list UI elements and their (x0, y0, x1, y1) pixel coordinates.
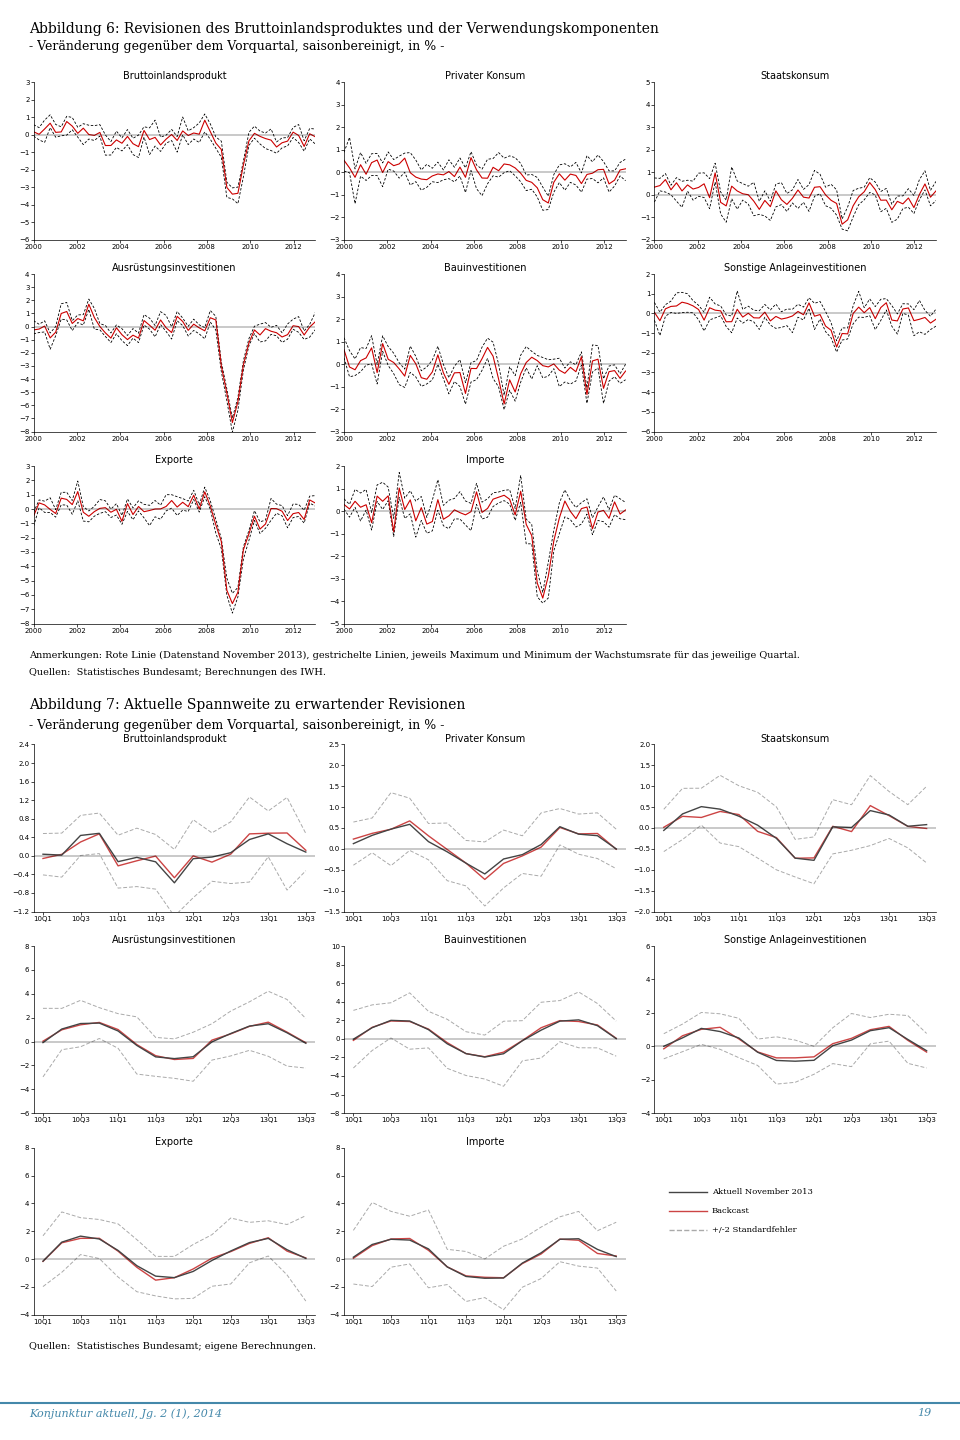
Title: Sonstige Anlageinvestitionen: Sonstige Anlageinvestitionen (724, 936, 867, 945)
Text: Abbildung 7: Aktuelle Spannweite zu erwartender Revisionen: Abbildung 7: Aktuelle Spannweite zu erwa… (29, 698, 466, 713)
Text: Konjunktur aktuell, Jg. 2 (1), 2014: Konjunktur aktuell, Jg. 2 (1), 2014 (29, 1408, 222, 1418)
Title: Staatskonsum: Staatskonsum (760, 734, 829, 743)
Text: - Veränderung gegenüber dem Vorquartal, saisonbereinigt, in % -: - Veränderung gegenüber dem Vorquartal, … (29, 719, 444, 732)
Title: Importe: Importe (466, 455, 504, 465)
Title: Bauinvestitionen: Bauinvestitionen (444, 264, 526, 274)
Text: +/-2 Standardfehler: +/-2 Standardfehler (712, 1225, 797, 1234)
Title: Privater Konsum: Privater Konsum (444, 72, 525, 81)
Text: 19: 19 (917, 1408, 931, 1418)
Title: Ausrüstungsinvestitionen: Ausrüstungsinvestitionen (112, 264, 237, 274)
Title: Exporte: Exporte (156, 1138, 193, 1146)
Title: Sonstige Anlageinvestitionen: Sonstige Anlageinvestitionen (724, 264, 867, 274)
Text: Backcast: Backcast (712, 1207, 750, 1214)
Title: Importe: Importe (466, 1138, 504, 1146)
Text: Quellen:  Statistisches Bundesamt; Berechnungen des IWH.: Quellen: Statistisches Bundesamt; Berech… (29, 668, 325, 677)
Title: Ausrüstungsinvestitionen: Ausrüstungsinvestitionen (112, 936, 237, 945)
Text: - Veränderung gegenüber dem Vorquartal, saisonbereinigt, in % -: - Veränderung gegenüber dem Vorquartal, … (29, 40, 444, 53)
Title: Staatskonsum: Staatskonsum (760, 72, 829, 81)
Title: Bruttoinlandsprodukt: Bruttoinlandsprodukt (123, 72, 227, 81)
Text: Anmerkungen: Rote Linie (Datenstand November 2013), gestrichelte Linien, jeweils: Anmerkungen: Rote Linie (Datenstand Nove… (29, 651, 800, 660)
Title: Bruttoinlandsprodukt: Bruttoinlandsprodukt (123, 734, 227, 743)
Text: Quellen:  Statistisches Bundesamt; eigene Berechnungen.: Quellen: Statistisches Bundesamt; eigene… (29, 1342, 316, 1351)
Title: Privater Konsum: Privater Konsum (444, 734, 525, 743)
Title: Bauinvestitionen: Bauinvestitionen (444, 936, 526, 945)
Title: Exporte: Exporte (156, 455, 193, 465)
Text: Aktuell November 2013: Aktuell November 2013 (712, 1188, 813, 1195)
Text: Abbildung 6: Revisionen des Bruttoinlandsproduktes und der Verwendungskomponente: Abbildung 6: Revisionen des Bruttoinland… (29, 22, 659, 36)
